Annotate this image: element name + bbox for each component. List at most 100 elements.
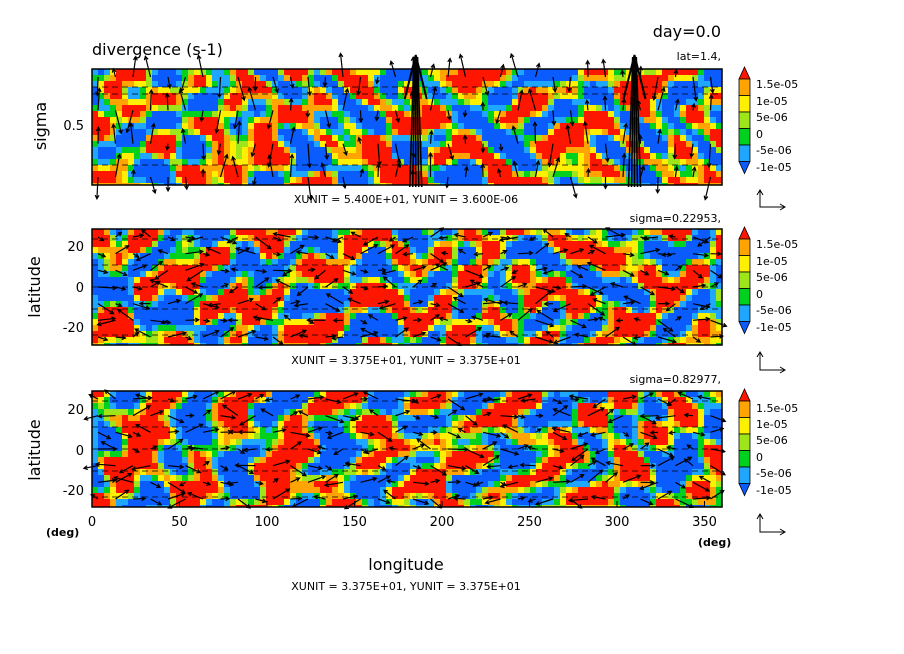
heatmap-cell bbox=[542, 183, 549, 186]
heatmap-cell bbox=[176, 129, 183, 136]
heatmap-cell bbox=[620, 337, 627, 344]
heatmap-cell bbox=[668, 147, 675, 154]
heatmap-cell bbox=[362, 81, 369, 88]
heatmap-cell bbox=[578, 171, 585, 178]
heatmap-cell bbox=[278, 337, 285, 344]
heatmap-cell bbox=[92, 177, 99, 184]
heatmap-cell bbox=[608, 105, 615, 112]
heatmap-cell bbox=[386, 165, 393, 172]
heatmap-cell bbox=[146, 307, 153, 314]
heatmap-cell bbox=[98, 141, 105, 148]
heatmap-cell bbox=[494, 325, 501, 332]
wind-arrow bbox=[325, 253, 334, 259]
heatmap-cell bbox=[398, 319, 405, 326]
heatmap-cell bbox=[494, 111, 501, 118]
heatmap-cell bbox=[404, 241, 411, 248]
heatmap-cell bbox=[584, 81, 591, 88]
heatmap-cell bbox=[290, 141, 297, 148]
heatmap-cell bbox=[236, 111, 243, 118]
wind-arrow-head bbox=[651, 95, 657, 101]
heatmap-cell bbox=[188, 141, 195, 148]
heatmap-cell bbox=[230, 229, 237, 236]
heatmap-cell bbox=[128, 319, 135, 326]
heatmap-cell bbox=[668, 123, 675, 130]
wind-arrow bbox=[627, 56, 634, 188]
heatmap-cell bbox=[194, 135, 201, 142]
heatmap-cell bbox=[410, 319, 417, 326]
heatmap-cell bbox=[266, 253, 273, 260]
heatmap-cell bbox=[476, 307, 483, 314]
wind-arrow-head bbox=[306, 163, 312, 169]
heatmap-cell bbox=[296, 165, 303, 172]
heatmap-cell bbox=[320, 153, 327, 160]
heatmap-cell bbox=[686, 337, 693, 344]
wind-arrow bbox=[471, 316, 484, 321]
heatmap-cell bbox=[536, 81, 543, 88]
wind-arrow bbox=[357, 76, 362, 95]
heatmap-cell bbox=[482, 289, 489, 296]
heatmap-cell bbox=[344, 123, 351, 130]
heatmap-cell bbox=[488, 247, 495, 254]
wind-arrow bbox=[697, 236, 711, 247]
heatmap-cell bbox=[620, 283, 627, 290]
heatmap-cell bbox=[164, 69, 171, 76]
heatmap-cell bbox=[386, 319, 393, 326]
heatmap-cell bbox=[182, 147, 189, 154]
heatmap-cell bbox=[272, 313, 279, 320]
wind-arrow bbox=[149, 90, 152, 111]
heatmap-cell bbox=[692, 319, 699, 326]
heatmap-cell bbox=[176, 183, 183, 186]
wind-arrow bbox=[289, 98, 293, 111]
heatmap-cell bbox=[134, 337, 141, 344]
heatmap-cell bbox=[644, 177, 651, 184]
heatmap-cell bbox=[392, 165, 399, 172]
heatmap-cell bbox=[122, 325, 129, 332]
heatmap-cell bbox=[170, 313, 177, 320]
heatmap-cell bbox=[494, 153, 501, 160]
wind-arrow bbox=[662, 253, 676, 256]
heatmap-cell bbox=[164, 105, 171, 112]
heatmap-cell bbox=[380, 241, 387, 248]
heatmap-cell bbox=[128, 331, 135, 338]
heatmap-cell bbox=[344, 325, 351, 332]
heatmap-cell bbox=[392, 123, 399, 130]
heatmap-cell bbox=[374, 325, 381, 332]
heatmap-cell bbox=[686, 69, 693, 76]
heatmap-cell bbox=[404, 307, 411, 314]
heatmap-cell bbox=[194, 123, 201, 130]
heatmap-cell bbox=[692, 307, 699, 314]
heatmap-cell bbox=[392, 135, 399, 142]
heatmap-cell bbox=[596, 141, 603, 148]
heatmap-cell bbox=[146, 183, 153, 186]
heatmap-cell bbox=[446, 159, 453, 166]
heatmap-cell bbox=[248, 177, 255, 184]
heatmap-cell bbox=[530, 319, 537, 326]
heatmap-cell bbox=[188, 117, 195, 124]
heatmap-cell bbox=[446, 229, 453, 236]
heatmap-cell bbox=[212, 99, 219, 106]
heatmap-cell bbox=[104, 153, 111, 160]
heatmap-cell bbox=[206, 183, 213, 186]
heatmap-cell bbox=[470, 129, 477, 136]
heatmap-cell bbox=[482, 313, 489, 320]
heatmap-cell bbox=[182, 159, 189, 166]
heatmap-cell bbox=[302, 153, 309, 160]
heatmap-cell bbox=[452, 337, 459, 344]
heatmap-cell bbox=[104, 99, 111, 106]
heatmap-cell bbox=[128, 235, 135, 242]
wind-arrow-head bbox=[509, 52, 515, 59]
heatmap-cell bbox=[248, 81, 255, 88]
heatmap-cell bbox=[182, 123, 189, 130]
heatmap-cell bbox=[218, 159, 225, 166]
heatmap-cell bbox=[302, 171, 309, 178]
wind-arrow-head bbox=[381, 270, 387, 276]
heatmap-cell bbox=[422, 271, 429, 278]
heatmap-cell bbox=[656, 153, 663, 160]
heatmap-cell bbox=[704, 129, 711, 136]
heatmap-cell bbox=[398, 313, 405, 320]
heatmap-cell bbox=[500, 69, 507, 76]
heatmap-cell bbox=[662, 105, 669, 112]
heatmap-cell bbox=[428, 289, 435, 296]
wind-arrow bbox=[115, 269, 127, 276]
heatmap-cell bbox=[212, 93, 219, 100]
